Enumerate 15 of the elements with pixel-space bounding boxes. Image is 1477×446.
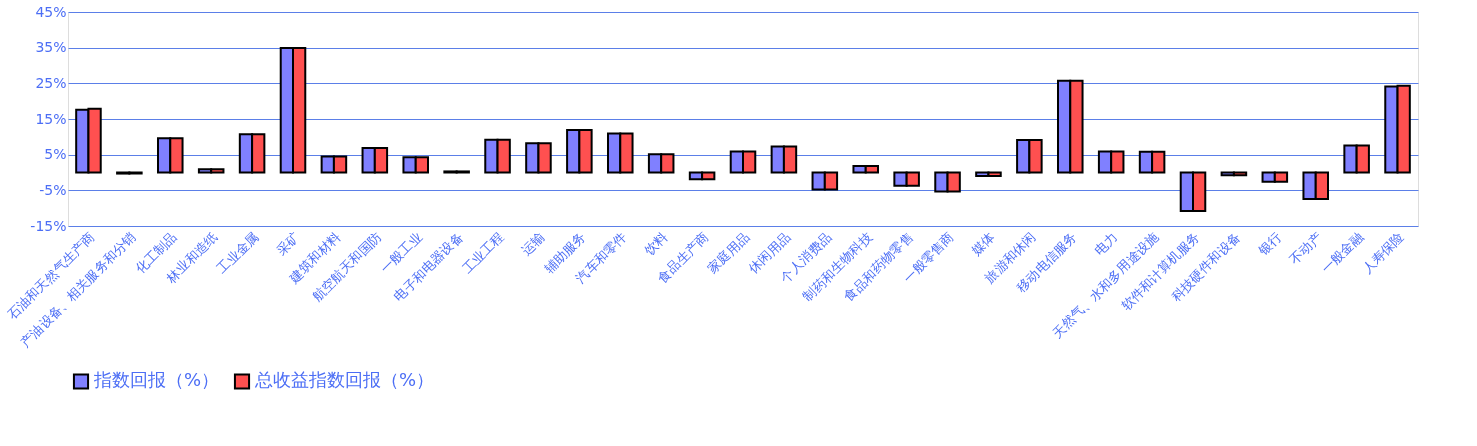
y-tick-label: 15%: [35, 110, 67, 127]
y-tick-label: 25%: [35, 74, 67, 91]
y-tick-label: 35%: [35, 39, 67, 56]
x-tick-label: 运输: [518, 229, 548, 259]
legend-label: 指数回报（%）: [93, 369, 220, 391]
x-tick-label: 采矿: [273, 229, 303, 259]
x-tick-label: 饮料: [640, 229, 671, 259]
x-tick-label: 电力: [1091, 229, 1121, 259]
x-tick-label: 银行: [1254, 229, 1285, 259]
x-tick-label: 媒体: [968, 229, 998, 259]
legend-label: 总收益指数回报（%）: [254, 369, 435, 391]
y-tick-label: -15%: [30, 217, 67, 234]
y-tick-label: 45%: [35, 3, 67, 20]
y-tick-label: 5%: [44, 146, 67, 163]
y-tick-label: -5%: [39, 181, 67, 198]
